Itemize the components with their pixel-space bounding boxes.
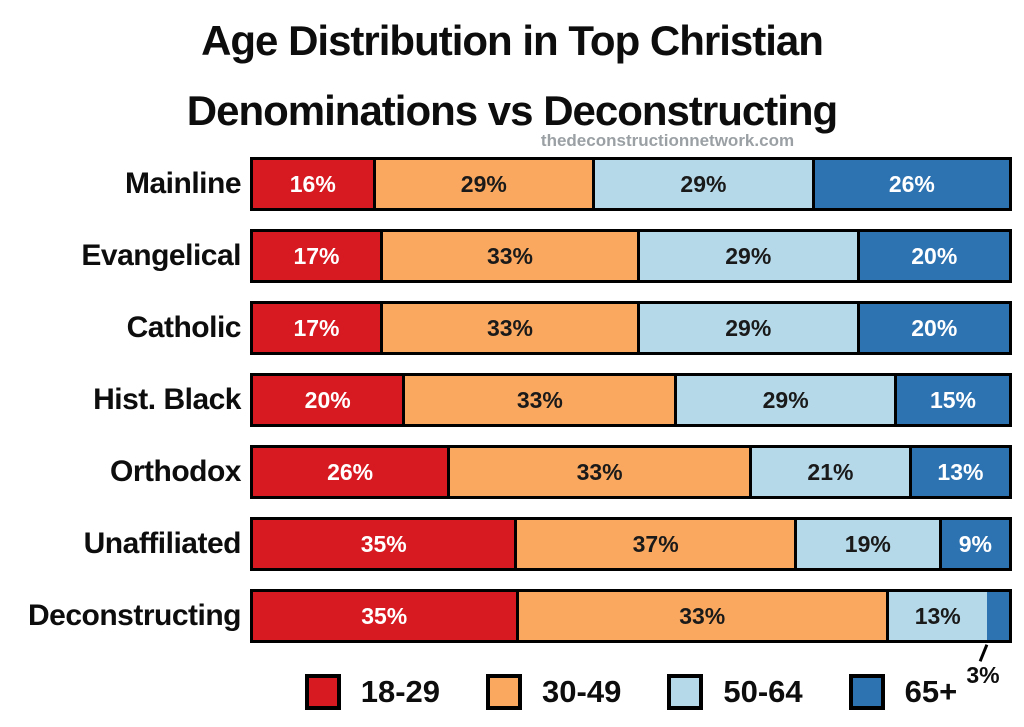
segment-value-label: 35% xyxy=(361,602,408,629)
segment-value-label: 17% xyxy=(293,242,340,269)
segment-value-label: 16% xyxy=(289,170,336,197)
stacked-bar: 17% 33% 29% 20% xyxy=(250,229,1012,283)
segment-value-label: 33% xyxy=(486,314,533,341)
chart-title-line2: Denominations vs Deconstructing xyxy=(186,87,838,135)
segment-value-label: 33% xyxy=(576,458,623,485)
segment-value-label: 21% xyxy=(807,458,854,485)
outside-annotation: 3% xyxy=(953,642,1013,689)
chart-legend: 18-29 30-49 50-64 65+ xyxy=(250,674,1012,710)
segment-value-label: 13% xyxy=(914,602,961,629)
legend-swatch xyxy=(486,674,523,710)
legend-label: 18-29 xyxy=(360,674,441,709)
legend-item: 65+ xyxy=(848,674,958,710)
bar-segment: 37% xyxy=(514,520,794,568)
category-label: Orthodox xyxy=(110,455,242,488)
legend-label: 65+ xyxy=(904,674,958,709)
bar-segment: 35% xyxy=(253,520,515,568)
bar-segment xyxy=(986,592,1009,640)
category-label: Deconstructing xyxy=(27,599,242,632)
legend-swatch xyxy=(848,674,885,710)
segment-value-label: 20% xyxy=(304,386,351,413)
chart-row: Catholic 17% 33% 29% 20% xyxy=(0,301,1012,355)
annotation-leader-line xyxy=(978,644,988,662)
segment-value-label: 29% xyxy=(725,314,772,341)
segment-value-label: 26% xyxy=(327,458,374,485)
stacked-bar: 35% 33% 13% 3% xyxy=(250,589,1012,688)
bar-segment: 20% xyxy=(856,232,1009,280)
segment-value-label: 19% xyxy=(844,530,891,557)
bar-segment: 21% xyxy=(749,448,909,496)
segment-value-label: 33% xyxy=(516,386,563,413)
chart-title-line1: Age Distribution in Top Christian xyxy=(201,17,824,64)
category-label: Hist. Black xyxy=(93,383,241,416)
segment-value-label: 20% xyxy=(911,242,958,269)
legend-swatch xyxy=(667,674,704,710)
bar-segment: 33% xyxy=(379,232,637,280)
legend-swatch xyxy=(304,674,341,710)
chart-rows: Mainline 16% 29% 29% 26% Evangelical 17% 33% 29%… xyxy=(0,157,1012,688)
chart-title: Age Distribution in Top Christian Denomi… xyxy=(0,6,1024,146)
category-label: Catholic xyxy=(126,311,242,344)
bar-segment: 26% xyxy=(253,448,448,496)
bar-segment: 17% xyxy=(253,232,380,280)
chart-row: Orthodox 26% 33% 21% 13% xyxy=(0,445,1012,499)
category-label: Mainline xyxy=(124,167,242,200)
bar-segment: 33% xyxy=(447,448,750,496)
segment-value-label: 15% xyxy=(929,386,976,413)
bar-segment: 26% xyxy=(811,160,1009,208)
legend-item: 30-49 xyxy=(486,674,621,710)
legend-label: 30-49 xyxy=(542,674,622,709)
watermark: thedeconstructionnetwork.com xyxy=(540,131,795,150)
bar-segment: 17% xyxy=(253,304,380,352)
stacked-bar: 20% 33% 29% 15% xyxy=(250,373,1012,427)
segment-value-label: 9% xyxy=(958,530,993,557)
stacked-bar: 26% 33% 21% 13% xyxy=(250,445,1012,499)
chart-row: Unaffiliated 35% 37% 19% 9% xyxy=(0,517,1012,571)
segment-value-label: 17% xyxy=(293,314,340,341)
stacked-bar: 16% 29% 29% 26% xyxy=(250,157,1012,211)
stacked-bar: 17% 33% 29% 20% xyxy=(250,301,1012,355)
chart-row: Mainline 16% 29% 29% 26% xyxy=(0,157,1012,211)
segment-value-label: 29% xyxy=(680,170,727,197)
bar-segment: 20% xyxy=(253,376,403,424)
bar-segment: 29% xyxy=(636,232,857,280)
bar-segment: 33% xyxy=(379,304,637,352)
bar-segment: 35% xyxy=(253,592,516,640)
bar-segment: 19% xyxy=(793,520,939,568)
segment-value-label: 26% xyxy=(888,170,935,197)
chart-row: Evangelical 17% 33% 29% 20% xyxy=(0,229,1012,283)
bar-segment: 33% xyxy=(515,592,886,640)
bar-segment: 29% xyxy=(636,304,857,352)
bar-segment: 29% xyxy=(372,160,593,208)
bar-segment: 29% xyxy=(674,376,894,424)
legend-item: 18-29 xyxy=(304,674,441,710)
segment-value-label: 20% xyxy=(911,314,958,341)
stacked-bar: 35% 37% 19% 9% xyxy=(250,517,1012,571)
chart-row: Deconstructing 35% 33% 13% 3% xyxy=(0,589,1012,688)
segment-value-label: 29% xyxy=(725,242,772,269)
segment-value-label: 35% xyxy=(360,530,407,557)
bar-segment: 9% xyxy=(938,520,1010,568)
bar-segment: 13% xyxy=(886,592,987,640)
segment-value-label: 37% xyxy=(632,530,679,557)
category-label: Evangelical xyxy=(81,239,241,272)
bar-segment: 16% xyxy=(253,160,373,208)
legend-label: 50-64 xyxy=(723,674,803,709)
segment-value-label: 29% xyxy=(762,386,809,413)
legend-item: 50-64 xyxy=(667,674,803,710)
annotation-label: 3% xyxy=(966,662,1000,688)
segment-value-label: 29% xyxy=(460,170,507,197)
segment-value-label: 13% xyxy=(937,458,984,485)
segment-value-label: 33% xyxy=(486,242,533,269)
bar-segment: 15% xyxy=(893,376,1009,424)
bar-segment: 20% xyxy=(856,304,1009,352)
category-label: Unaffiliated xyxy=(83,527,242,560)
bar-segment: 33% xyxy=(402,376,675,424)
chart-row: Hist. Black 20% 33% 29% 15% xyxy=(0,373,1012,427)
bar-segment: 29% xyxy=(592,160,812,208)
bar-segment: 13% xyxy=(908,448,1009,496)
segment-value-label: 33% xyxy=(679,602,726,629)
